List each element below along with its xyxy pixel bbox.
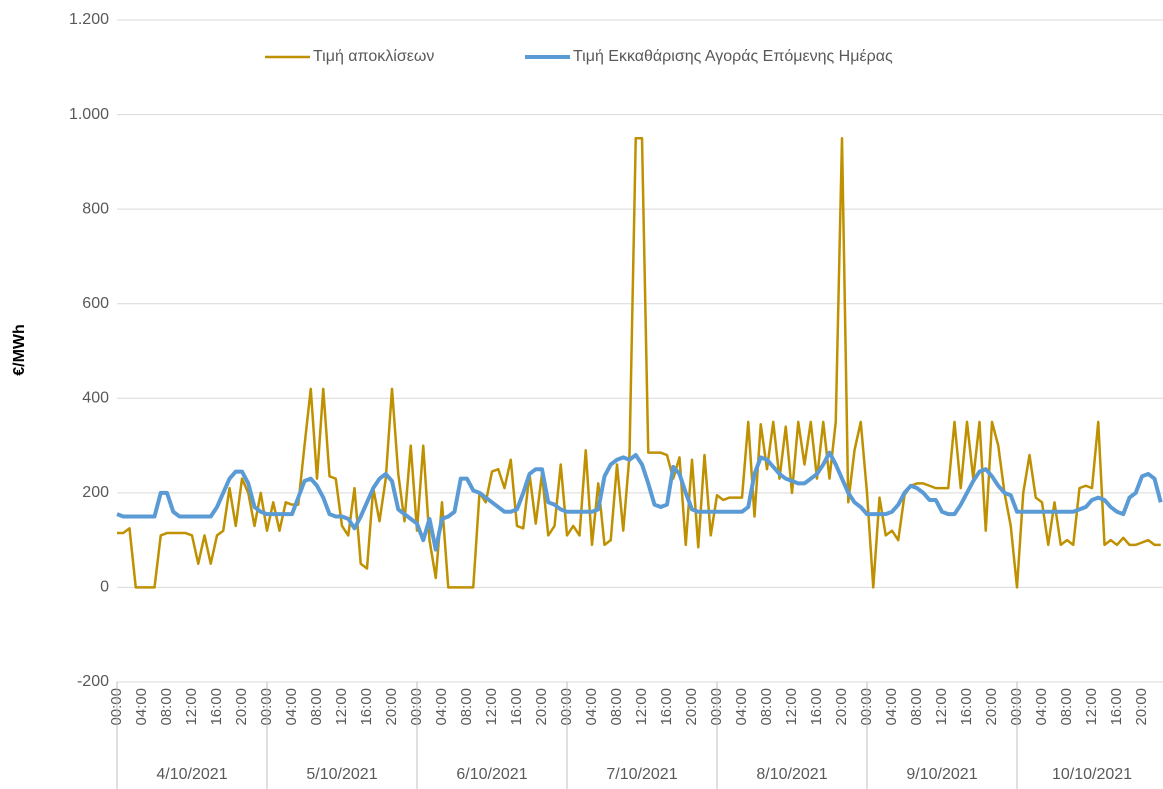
group-label: 8/10/2021 <box>756 766 827 783</box>
x-tick-label: 00:00 <box>108 688 125 726</box>
x-tick-label: 08:00 <box>608 688 625 726</box>
x-tick-label: 00:00 <box>1008 688 1025 726</box>
y-tick-label: 600 <box>82 295 109 312</box>
x-tick-label: 12:00 <box>783 688 800 726</box>
x-tick-label: 20:00 <box>383 688 400 726</box>
group-label: 6/10/2021 <box>456 766 527 783</box>
x-tick-label: 04:00 <box>883 688 900 726</box>
x-tick-label: 08:00 <box>158 688 175 726</box>
x-tick-label: 20:00 <box>833 688 850 726</box>
x-tick-label: 12:00 <box>933 688 950 726</box>
y-tick-label: 1.000 <box>69 106 109 123</box>
x-tick-label: 04:00 <box>433 688 450 726</box>
x-tick-label: 16:00 <box>208 688 225 726</box>
x-tick-label: 16:00 <box>1108 688 1125 726</box>
x-tick-label: 20:00 <box>533 688 550 726</box>
x-tick-label: 16:00 <box>358 688 375 726</box>
x-tick-label: 12:00 <box>1083 688 1100 726</box>
x-tick-label: 04:00 <box>133 688 150 726</box>
y-tick-label: -200 <box>77 673 109 690</box>
x-tick-label: 08:00 <box>908 688 925 726</box>
group-label: 7/10/2021 <box>606 766 677 783</box>
x-tick-label: 00:00 <box>558 688 575 726</box>
group-label: 4/10/2021 <box>156 766 227 783</box>
x-tick-label: 00:00 <box>408 688 425 726</box>
group-label: 5/10/2021 <box>306 766 377 783</box>
series-line <box>117 136 1161 589</box>
legend-label: Τιμή Εκκαθάρισης Αγοράς Επόμενης Ημέρας <box>573 48 893 65</box>
x-tick-label: 08:00 <box>758 688 775 726</box>
series-line <box>116 450 1163 552</box>
x-tick-label: 00:00 <box>858 688 875 726</box>
x-tick-label: 12:00 <box>483 688 500 726</box>
x-tick-label: 20:00 <box>233 688 250 726</box>
x-tick-label: 12:00 <box>183 688 200 726</box>
group-label: 9/10/2021 <box>906 766 977 783</box>
y-tick-label: 400 <box>82 390 109 407</box>
x-tick-label: 16:00 <box>658 688 675 726</box>
x-tick-label: 00:00 <box>258 688 275 726</box>
y-axis-title: €/MWh <box>11 324 28 376</box>
x-tick-label: 12:00 <box>633 688 650 726</box>
y-tick-label: 800 <box>82 200 109 217</box>
x-tick-label: 20:00 <box>683 688 700 726</box>
x-tick-label: 08:00 <box>308 688 325 726</box>
y-tick-label: 0 <box>100 579 109 596</box>
group-label: 10/10/2021 <box>1052 766 1132 783</box>
x-tick-label: 16:00 <box>508 688 525 726</box>
x-tick-label: 04:00 <box>1033 688 1050 726</box>
x-tick-label: 16:00 <box>958 688 975 726</box>
y-tick-label: 1.200 <box>69 11 109 28</box>
x-tick-label: 08:00 <box>1058 688 1075 726</box>
y-tick-label: 200 <box>82 484 109 501</box>
x-tick-label: 20:00 <box>1133 688 1150 726</box>
x-tick-label: 00:00 <box>708 688 725 726</box>
x-tick-label: 08:00 <box>458 688 475 726</box>
x-tick-label: 04:00 <box>733 688 750 726</box>
x-tick-label: 12:00 <box>333 688 350 726</box>
legend-label: Τιμή αποκλίσεων <box>313 48 434 65</box>
x-tick-label: 04:00 <box>583 688 600 726</box>
x-tick-label: 04:00 <box>283 688 300 726</box>
x-tick-label: 16:00 <box>808 688 825 726</box>
x-tick-label: 20:00 <box>983 688 1000 726</box>
